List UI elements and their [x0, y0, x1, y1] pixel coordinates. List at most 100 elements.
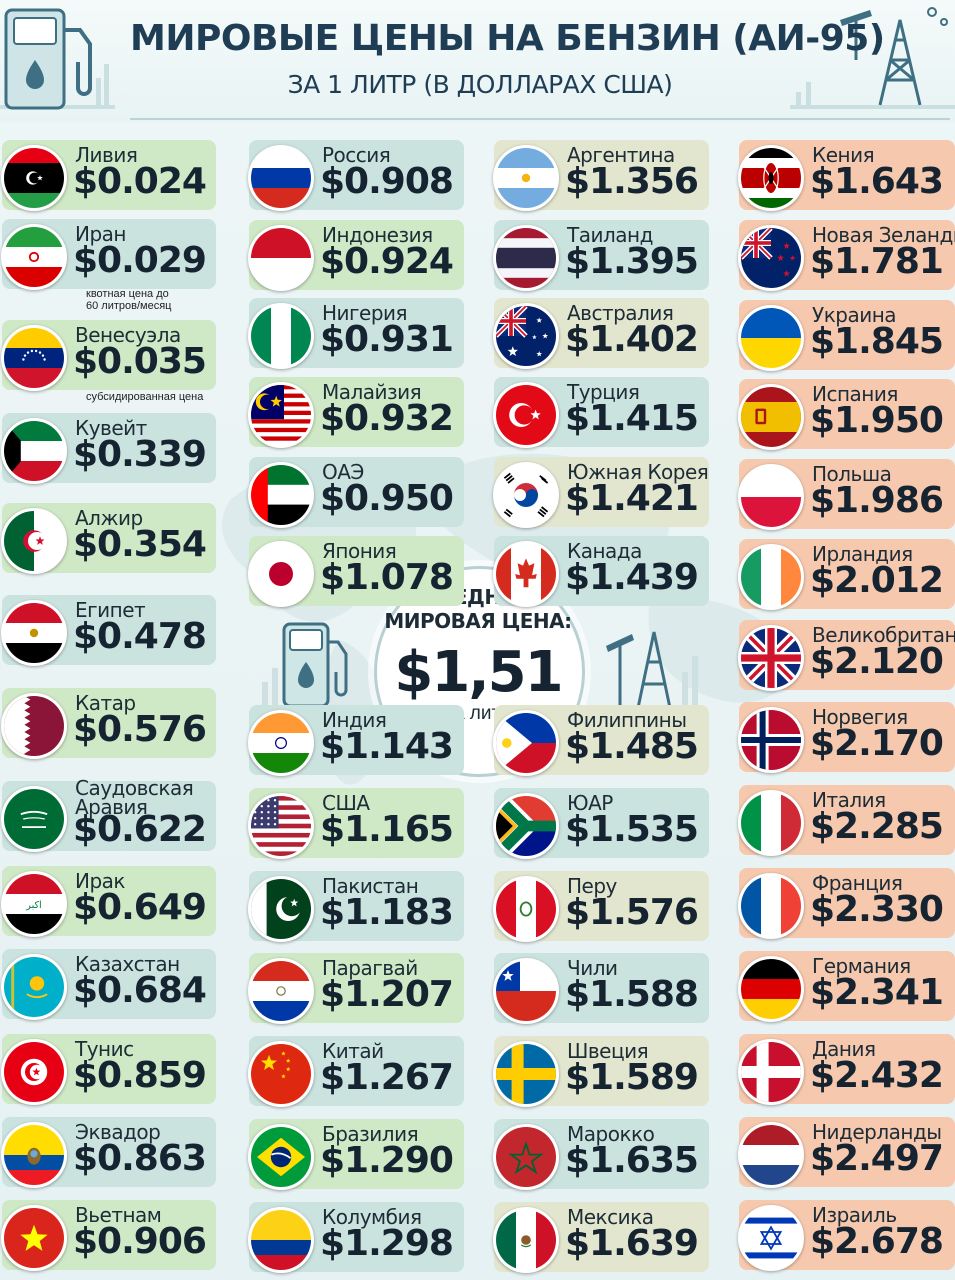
- page-subtitle: ЗА 1 ЛИТР (В ДОЛЛАРАХ США): [287, 70, 673, 99]
- country-name: Нидерланды: [812, 1120, 942, 1144]
- country-name: Украина: [812, 303, 897, 327]
- country-name: Филиппины: [567, 708, 687, 732]
- country-card: Италия $2.285: [738, 785, 955, 856]
- price-note-line: субсидированная цена: [86, 391, 204, 403]
- country-card: Нидерланды $2.497: [738, 1117, 955, 1188]
- fuel-pump-icon: [262, 622, 348, 710]
- country-price: $0.932: [320, 398, 454, 439]
- country-card: Египет $0.478: [1, 595, 216, 666]
- price-note: квотная цена до 60 литров/месяц: [86, 288, 171, 312]
- country-name: Ливия: [75, 143, 138, 167]
- country-price: $1.183: [320, 892, 454, 933]
- korea-flag-icon: [493, 462, 559, 528]
- country-name: Аргентина: [567, 143, 675, 167]
- country-name: Индонезия: [322, 223, 433, 247]
- country-card: Израиль $2.678: [738, 1200, 955, 1271]
- country-card: ОАЭ $0.950: [248, 457, 464, 528]
- country-name: Канада: [567, 539, 642, 563]
- country-card: США $1.165: [248, 788, 464, 859]
- iraq-flag-icon: اكبر: [1, 871, 67, 937]
- sweden-flag-icon: [493, 1041, 559, 1107]
- southafrica-flag-icon: [493, 793, 559, 859]
- country-price: $1.207: [320, 974, 454, 1015]
- country-price: $0.859: [73, 1055, 207, 1096]
- brazil-flag-icon: [248, 1124, 314, 1190]
- colombia-flag-icon: [248, 1207, 314, 1273]
- country-price: $1.535: [565, 809, 699, 850]
- poland-flag-icon: [738, 464, 804, 530]
- country-name: Мексика: [567, 1205, 654, 1229]
- usa-flag-icon: [248, 793, 314, 859]
- uae-flag-icon: [248, 462, 314, 528]
- country-name: Китай: [322, 1039, 384, 1063]
- tunisia-flag-icon: [1, 1039, 67, 1105]
- italy-flag-icon: [738, 790, 804, 856]
- oil-derrick-icon: [598, 631, 698, 710]
- price-note-line: 60 литров/месяц: [86, 300, 172, 312]
- oil-derrick-icon: [790, 7, 955, 109]
- russia-flag-icon: [248, 145, 314, 211]
- country-name: Вьетнам: [75, 1203, 162, 1227]
- country-price: $1.589: [565, 1057, 699, 1098]
- country-price: $0.035: [73, 341, 207, 382]
- country-name: Швеция: [567, 1039, 649, 1063]
- country-name: Турция: [567, 380, 640, 404]
- mexico-flag-icon: [493, 1207, 559, 1273]
- country-name: Кения: [812, 143, 875, 167]
- country-price: $1.576: [565, 892, 699, 933]
- country-price: $1.781: [810, 241, 944, 282]
- uk-flag-icon: [738, 625, 804, 691]
- country-name: Пакистан: [322, 874, 419, 898]
- country-card: Тунис $0.859: [1, 1034, 216, 1105]
- ecuador-flag-icon: [1, 1122, 67, 1188]
- country-card: اكبر Ирак $0.649: [1, 866, 216, 937]
- country-name: Новая Зеланди: [812, 223, 955, 247]
- country-card: Филиппины $1.485: [493, 705, 709, 776]
- country-price: $1.395: [565, 241, 699, 282]
- country-price: $1.950: [810, 400, 944, 441]
- india-flag-icon: [248, 710, 314, 776]
- country-price: $1.298: [320, 1223, 454, 1264]
- country-price: $1.639: [565, 1223, 699, 1264]
- country-name: Саудовская Аравия: [75, 776, 194, 819]
- header-divider: [130, 118, 950, 120]
- page-title: МИРОВЫЕ ЦЕНЫ НА БЕНЗИН (АИ-95): [130, 18, 885, 59]
- country-card: Бразилия $1.290: [248, 1119, 464, 1190]
- country-price: $0.684: [73, 970, 207, 1011]
- australia-flag-icon: [493, 303, 559, 369]
- country-price: $1.643: [810, 161, 944, 202]
- country-price: $0.908: [320, 161, 454, 202]
- country-name: Великобритан: [812, 623, 955, 647]
- country-card: Кувейт $0.339: [1, 413, 216, 484]
- pakistan-flag-icon: [248, 876, 314, 942]
- egypt-flag-icon: [1, 600, 67, 666]
- country-name: Перу: [567, 874, 617, 898]
- country-card: Япония $1.078: [248, 536, 464, 607]
- indonesia-flag-icon: [248, 225, 314, 291]
- paraguay-flag-icon: [248, 958, 314, 1024]
- country-card: Нигерия $0.931: [248, 298, 464, 369]
- country-name: Парагвай: [322, 956, 418, 980]
- country-card: Канада $1.439: [493, 536, 709, 607]
- newzealand-flag-icon: [738, 225, 804, 291]
- norway-flag-icon: [738, 707, 804, 773]
- venezuela-flag-icon: [1, 325, 67, 391]
- ukraine-flag-icon: [738, 305, 804, 371]
- fuel-pump-icon: [0, 8, 115, 110]
- country-price: $1.402: [565, 319, 699, 360]
- saudi-flag-icon: [1, 786, 67, 852]
- country-card: Франция $2.330: [738, 868, 955, 939]
- country-name: Испания: [812, 382, 898, 406]
- country-card: Норвегия $2.170: [738, 702, 955, 773]
- country-name: Япония: [322, 539, 397, 563]
- country-name: Кувейт: [75, 416, 147, 440]
- kazakhstan-flag-icon: [1, 954, 67, 1020]
- morocco-flag-icon: [493, 1124, 559, 1190]
- price-note: субсидированная цена: [86, 391, 203, 403]
- country-price: $0.478: [73, 616, 207, 657]
- country-name: Италия: [812, 788, 886, 812]
- country-name: Алжир: [75, 506, 143, 530]
- country-price: $0.931: [320, 319, 454, 360]
- country-card: Катар $0.576: [1, 688, 216, 759]
- country-name: Ирак: [75, 869, 126, 893]
